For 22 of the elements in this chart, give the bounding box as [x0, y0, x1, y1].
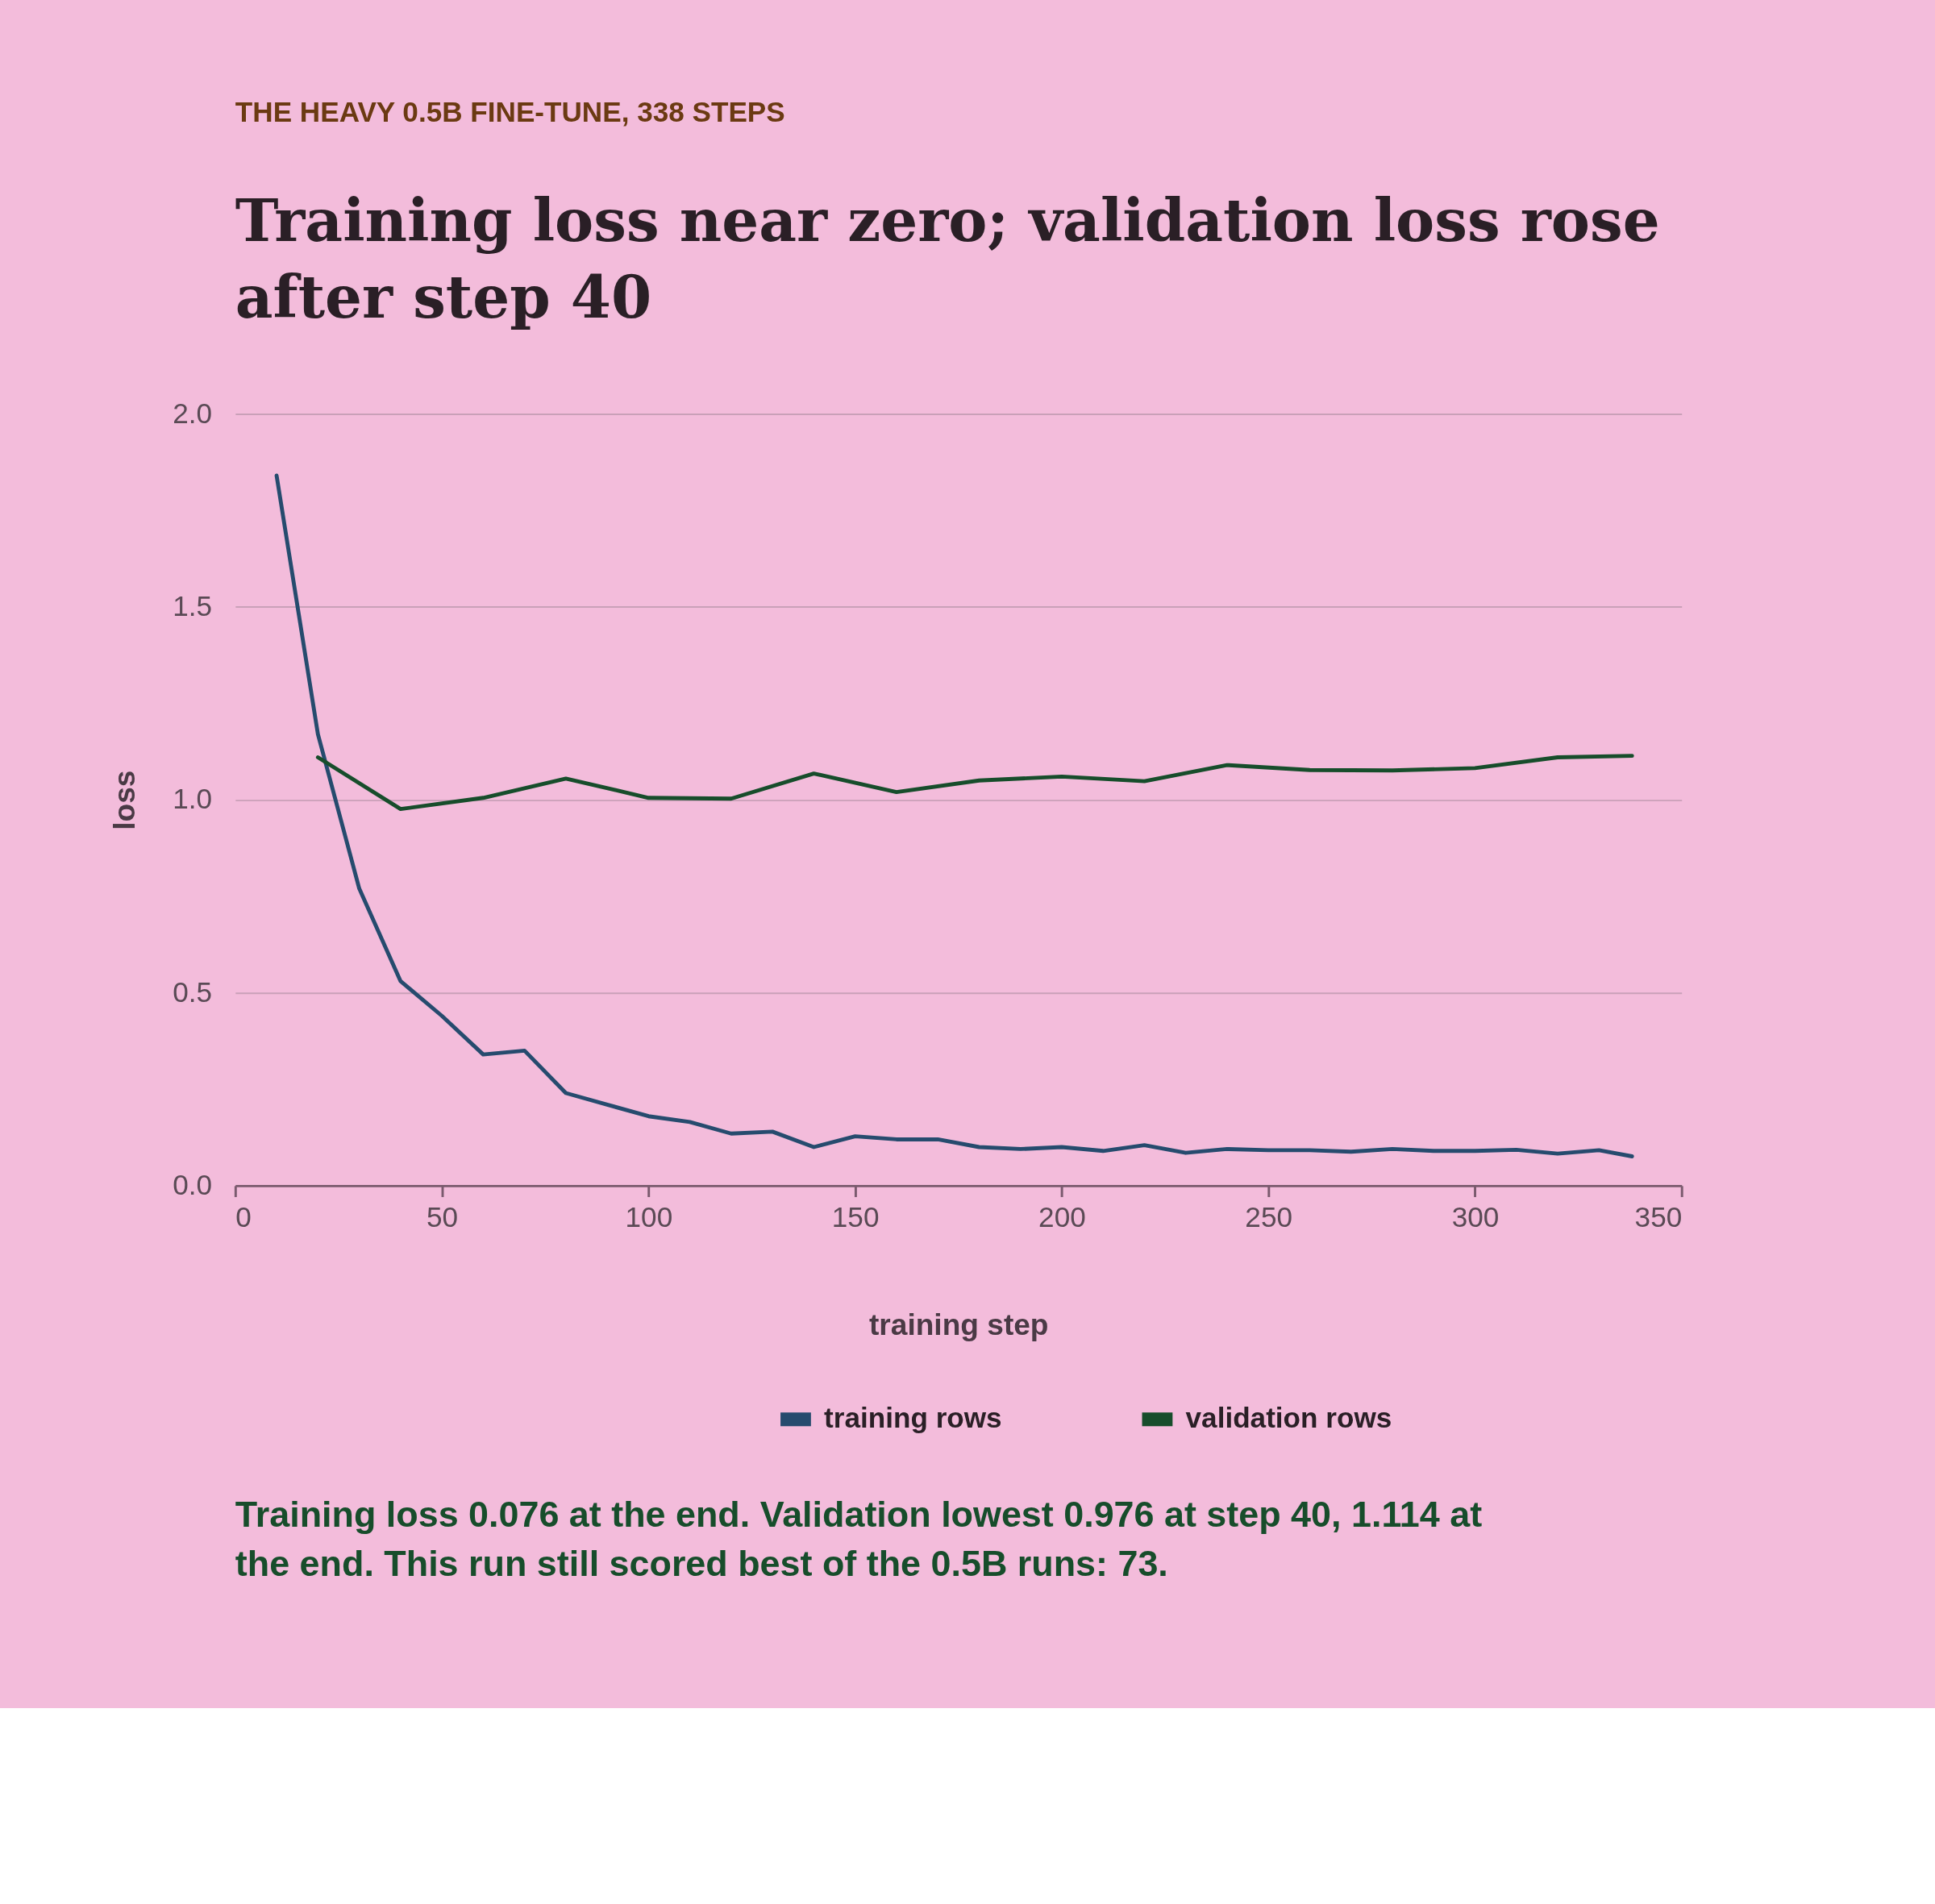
y-tick-label: 1.0 — [173, 783, 213, 815]
legend-label: validation rows — [1185, 1402, 1392, 1434]
x-tick-label: 100 — [625, 1201, 673, 1233]
y-tick-label: 0.0 — [173, 1169, 213, 1201]
x-tick-label: 300 — [1451, 1201, 1500, 1233]
x-axis-title: training step — [869, 1307, 1049, 1341]
x-tick-label: 50 — [427, 1201, 459, 1233]
line-series — [315, 754, 1634, 812]
y-axis-title: loss — [107, 770, 142, 830]
x-tick-label: 250 — [1245, 1201, 1292, 1233]
y-tick-label: 0.5 — [173, 975, 213, 1008]
x-tick-label: 0 — [235, 1201, 252, 1233]
y-tick-label: 1.5 — [173, 590, 213, 622]
x-tick-label: 150 — [831, 1201, 880, 1233]
text: Training loss 0.076 at the end. Validation lowest 0.976 at step 40, 1.114 at the end. This run still scored best of the 0.5B runs: 73. — [235, 1494, 1483, 1584]
x-tick-label: 200 — [1038, 1201, 1086, 1233]
x-tick-label: 350 — [1634, 1201, 1683, 1233]
line-series — [274, 473, 1634, 1158]
legend-label: training rows — [824, 1402, 1002, 1434]
chart-title: Training loss near zero; validation loss rose after step 40 — [235, 185, 1660, 332]
chart-subtitle: THE HEAVY 0.5B FINE-TUNE, 338 STEPS — [235, 96, 785, 128]
y-tick-label: 2.0 — [173, 397, 213, 429]
